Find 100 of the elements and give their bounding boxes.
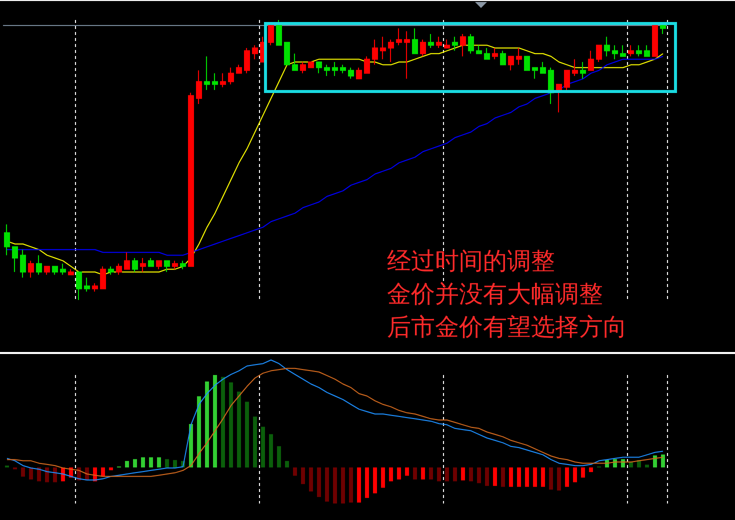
- candlestick: [500, 50, 506, 66]
- candlestick: [164, 260, 170, 272]
- candlestick: [284, 42, 290, 66]
- bar: [557, 467, 561, 491]
- bar: [325, 467, 329, 502]
- bar: [413, 467, 417, 480]
- candlestick: [20, 249, 26, 278]
- bar: [157, 457, 161, 468]
- bar: [221, 376, 225, 468]
- candlestick: [316, 62, 322, 74]
- bar: [461, 467, 465, 480]
- candlestick: [252, 44, 258, 60]
- candlestick: [652, 25, 658, 57]
- bar: [645, 464, 649, 468]
- bar: [101, 467, 105, 477]
- candlestick: [396, 28, 402, 46]
- bar: [477, 467, 481, 484]
- bar: [229, 382, 233, 468]
- bar: [421, 467, 425, 480]
- candlestick: [492, 48, 498, 60]
- bar: [285, 460, 289, 468]
- candlestick: [36, 254, 42, 276]
- bar: [397, 467, 401, 480]
- candlestick: [596, 44, 602, 62]
- candlestick: [76, 272, 82, 300]
- bar: [237, 392, 241, 468]
- candlestick: [348, 67, 354, 80]
- bar: [317, 467, 321, 498]
- candlestick: [580, 62, 586, 80]
- annotation: 金价并没有大幅调整: [387, 279, 603, 310]
- bar: [125, 460, 129, 468]
- candlestick: [188, 92, 194, 267]
- candlestick: [620, 44, 626, 57]
- candlestick: [356, 67, 362, 80]
- bar: [661, 454, 665, 468]
- candlestick: [92, 282, 98, 292]
- candlestick: [644, 44, 650, 57]
- bar: [341, 467, 345, 504]
- candlestick: [268, 22, 274, 46]
- candlestick: [476, 44, 482, 54]
- bar: [261, 426, 265, 468]
- candlestick: [156, 260, 162, 270]
- bar: [213, 375, 217, 468]
- candlestick: [172, 260, 178, 270]
- candlestick: [124, 252, 130, 270]
- candlestick: [540, 62, 546, 74]
- candlestick: [484, 48, 490, 60]
- candlestick: [140, 258, 146, 272]
- candlestick: [108, 266, 114, 276]
- bar: [205, 381, 209, 468]
- bar: [37, 467, 41, 482]
- candlestick: [236, 64, 242, 74]
- candlestick: [220, 72, 226, 88]
- bar: [453, 467, 457, 482]
- candlestick: [420, 39, 426, 57]
- bar: [309, 467, 313, 492]
- bar: [469, 467, 473, 482]
- candlestick: [292, 53, 298, 71]
- bar: [573, 467, 577, 482]
- bar: [269, 434, 273, 468]
- candlestick: [556, 84, 562, 113]
- bar: [133, 459, 137, 468]
- bar: [45, 467, 49, 482]
- bar: [149, 457, 153, 468]
- bar: [525, 467, 529, 487]
- candlestick: [508, 56, 514, 71]
- bar: [349, 467, 353, 503]
- bar: [165, 459, 169, 468]
- text: 后市金价有望选择方向: [387, 312, 627, 343]
- bar: [541, 467, 545, 487]
- bar: [293, 467, 297, 476]
- candlestick: [388, 39, 394, 62]
- candlestick: [100, 266, 106, 290]
- bar: [197, 396, 201, 468]
- bar: [21, 467, 25, 477]
- candlestick: [364, 56, 370, 74]
- candlestick: [340, 64, 346, 74]
- candlestick: [180, 260, 186, 270]
- candlestick: [116, 263, 122, 276]
- candlestick: [412, 28, 418, 54]
- candlestick: [444, 39, 450, 48]
- candlestick: [468, 34, 474, 54]
- candlestick: [324, 64, 330, 76]
- candlestick: [60, 263, 66, 276]
- bar: [245, 402, 249, 468]
- candlestick: [132, 258, 138, 272]
- bar: [53, 467, 57, 482]
- bar: [333, 467, 337, 504]
- bar: [389, 467, 393, 482]
- candlestick: [380, 36, 386, 60]
- candlestick: [588, 50, 594, 71]
- candlestick: [460, 34, 466, 57]
- bar: [429, 467, 433, 480]
- bar: [173, 460, 177, 468]
- candlestick: [660, 22, 666, 34]
- candlestick: [228, 67, 234, 85]
- candlestick: [532, 67, 538, 80]
- bar: [357, 467, 361, 503]
- candlestick: [28, 260, 34, 278]
- bar: [301, 467, 305, 484]
